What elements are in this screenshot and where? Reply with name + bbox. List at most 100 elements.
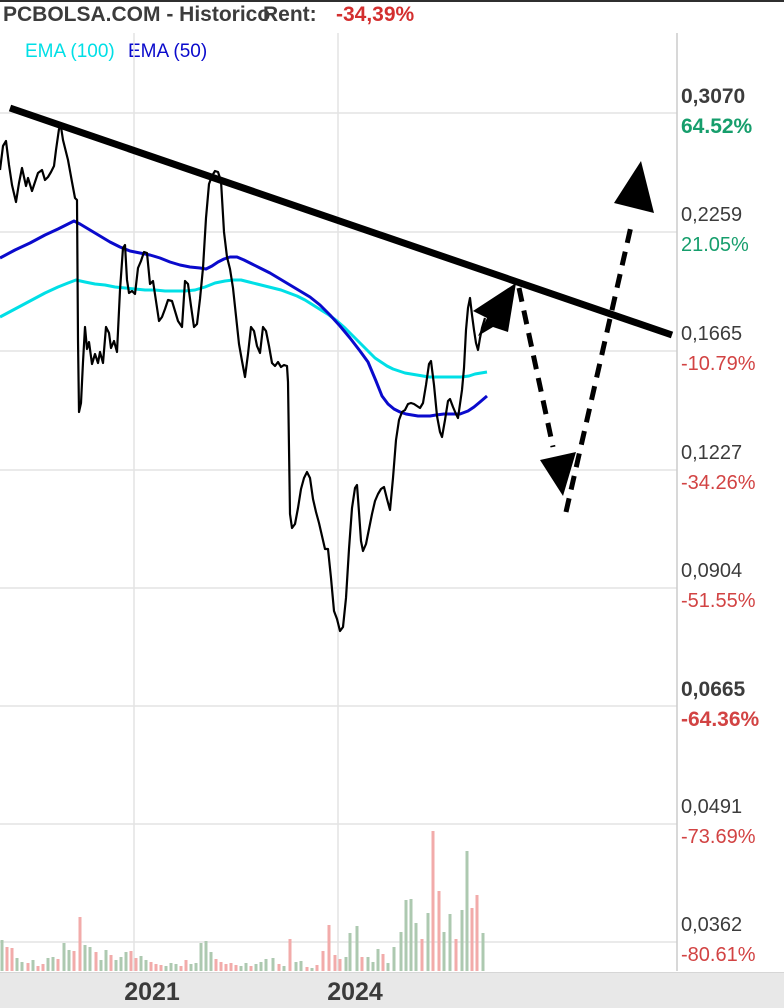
volume-bar bbox=[209, 952, 213, 971]
volume-bar bbox=[420, 939, 424, 971]
volume-bar bbox=[20, 962, 24, 971]
volume-bar bbox=[338, 959, 342, 971]
volume-bar bbox=[99, 960, 103, 971]
volume-bar bbox=[83, 945, 87, 971]
volume-bar bbox=[94, 952, 98, 971]
legend: EMA (100) EMA (50) bbox=[0, 41, 680, 63]
top-border bbox=[0, 0, 784, 2]
volume-bar bbox=[277, 964, 281, 971]
legend-ema100-label: EMA (100) bbox=[25, 41, 115, 62]
volume-bar bbox=[348, 933, 352, 971]
volume-bar bbox=[129, 951, 133, 971]
volume-bar bbox=[174, 964, 178, 971]
volume-bar bbox=[104, 950, 108, 971]
volume-bar bbox=[360, 957, 364, 971]
volume-bar bbox=[399, 932, 403, 971]
volume-bar bbox=[426, 913, 430, 971]
volume-bar bbox=[51, 957, 55, 971]
volume-bar bbox=[381, 954, 385, 971]
volume-bar bbox=[144, 960, 148, 971]
volume-bar bbox=[169, 963, 173, 971]
volume-bar bbox=[109, 955, 113, 971]
volume-bar bbox=[271, 958, 275, 971]
volume-bar bbox=[36, 966, 40, 971]
volume-bar bbox=[194, 963, 198, 971]
volume-bar bbox=[88, 947, 92, 971]
projection-up-dashed-line bbox=[563, 221, 635, 513]
volume-bar bbox=[376, 949, 380, 971]
volume-bar bbox=[139, 956, 143, 971]
volume-bar bbox=[15, 958, 19, 971]
volume-bar bbox=[149, 962, 153, 971]
price-line bbox=[0, 125, 487, 633]
volume-bar bbox=[481, 933, 485, 971]
volume-bar bbox=[321, 951, 325, 971]
volume-bar bbox=[470, 908, 474, 971]
volume-bar bbox=[199, 943, 203, 971]
x-axis-band: 2021 2024 bbox=[0, 972, 784, 1008]
volume-bar bbox=[404, 900, 408, 971]
volume-bar bbox=[46, 958, 50, 971]
volume-bar bbox=[154, 964, 158, 971]
volume-bar bbox=[355, 926, 359, 971]
year-label: 2024 bbox=[327, 978, 383, 1006]
volume-bar bbox=[189, 964, 193, 971]
volume-bar bbox=[31, 960, 35, 971]
volume-bar bbox=[159, 965, 163, 971]
volume-bar bbox=[62, 943, 66, 971]
volume-bar bbox=[315, 965, 319, 971]
rent-label: Rent: bbox=[263, 3, 317, 26]
volume-bar bbox=[56, 959, 60, 971]
volume-bar bbox=[78, 917, 82, 971]
volume-bar bbox=[214, 959, 218, 971]
volume-bar bbox=[305, 967, 309, 971]
volume-bar bbox=[386, 963, 390, 971]
volume-bar bbox=[333, 955, 337, 971]
volume-bar bbox=[264, 959, 268, 971]
volume-bar bbox=[72, 951, 76, 971]
volume-bar bbox=[475, 895, 479, 971]
resistance-trendline bbox=[8, 104, 674, 339]
projection-up-arrowhead bbox=[614, 161, 654, 213]
volume-bar bbox=[229, 963, 233, 971]
volume-bar bbox=[234, 965, 238, 971]
volume-bar bbox=[392, 947, 396, 971]
volume-bar bbox=[414, 923, 418, 971]
volume-bar bbox=[259, 962, 263, 971]
volume-bar bbox=[344, 957, 348, 971]
volume-bar bbox=[460, 910, 464, 971]
ema50-line bbox=[0, 219, 488, 418]
volume-bar bbox=[288, 939, 292, 971]
projection-down-arrowhead bbox=[540, 452, 576, 496]
volume-bar bbox=[0, 940, 4, 971]
volume-bar bbox=[249, 966, 253, 971]
volume-bar bbox=[431, 831, 435, 971]
volume-bar bbox=[465, 851, 469, 971]
volume-bar bbox=[10, 948, 14, 971]
page-title: PCBOLSA.COM - Historico bbox=[3, 3, 271, 26]
volume-bar bbox=[327, 925, 331, 971]
year-label: 2021 bbox=[124, 978, 180, 1006]
volume-bar bbox=[5, 947, 9, 971]
volume-bar bbox=[254, 964, 258, 971]
volume-bar bbox=[219, 962, 223, 971]
volume-bar bbox=[124, 952, 128, 971]
projection-down-dashed-line bbox=[516, 287, 556, 448]
volume-bar bbox=[119, 957, 123, 971]
volume-bar bbox=[310, 968, 314, 971]
volume-bar bbox=[134, 958, 138, 971]
volume-bar bbox=[294, 962, 298, 971]
volume-bar bbox=[114, 960, 118, 971]
volume-bar bbox=[442, 932, 446, 971]
rent-value: -34,39% bbox=[336, 3, 415, 26]
volume-bar bbox=[454, 939, 458, 971]
volume-bar bbox=[299, 961, 303, 971]
volume-bar bbox=[371, 962, 375, 971]
legend-ema50-label: EMA (50) bbox=[128, 41, 208, 62]
ema100-line bbox=[0, 278, 488, 379]
header: PCBOLSA.COM - Historico Rent: -34,39% bbox=[0, 0, 784, 28]
volume-bar bbox=[244, 963, 248, 971]
volume-bar bbox=[239, 966, 243, 971]
